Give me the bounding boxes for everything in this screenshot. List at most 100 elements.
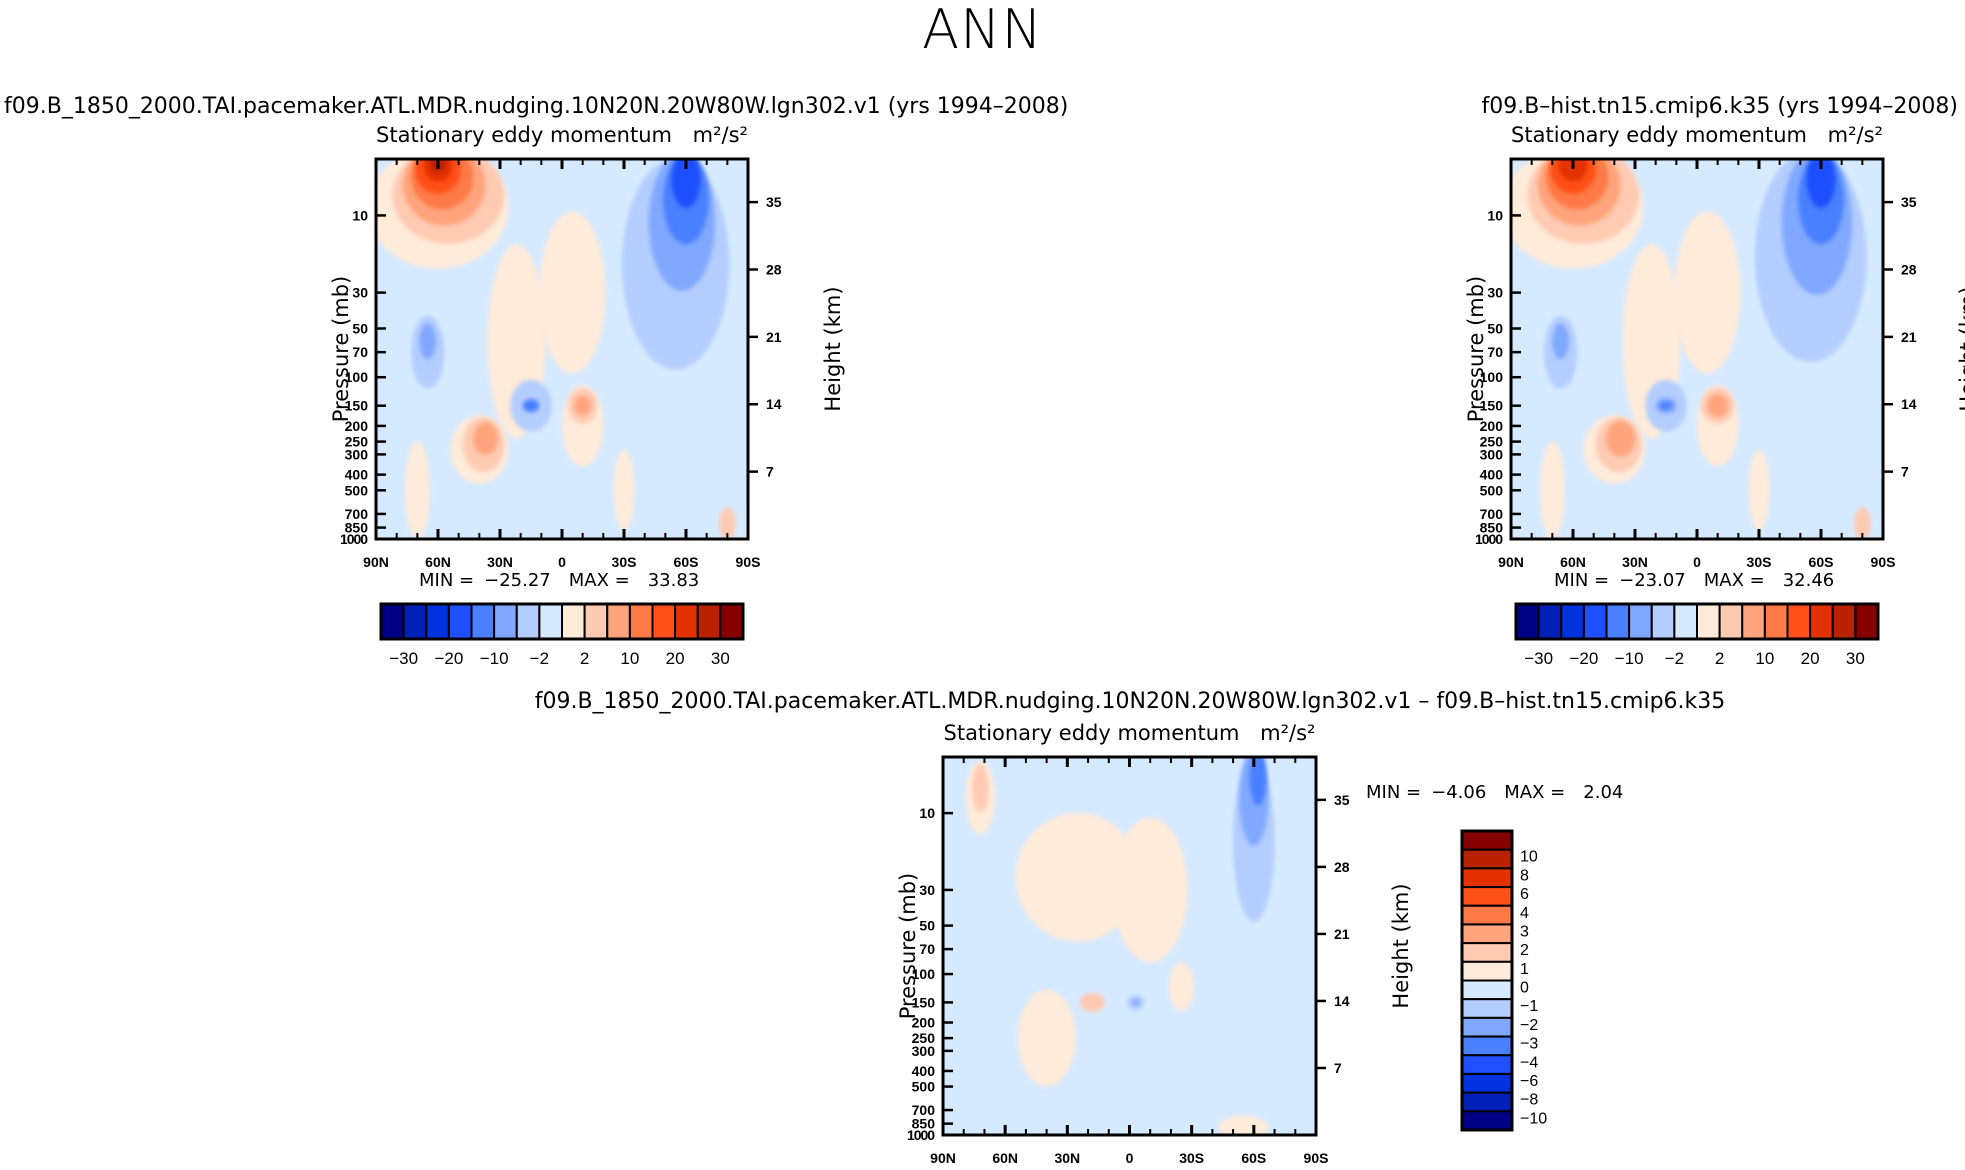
colorbar-label: −2 (530, 649, 549, 668)
min-label: MIN = (1554, 570, 1610, 591)
max-value: 33.83 (647, 570, 700, 591)
contour-plot: 90N 60N 30N 0 30S 60S 90S103050701001502002503… (340, 157, 782, 570)
colorbar-frame (1514, 602, 1880, 641)
colorbar-swatch (1461, 960, 1513, 982)
min-label: MIN = (1366, 782, 1422, 803)
y-tick-label: 400 (1480, 467, 1504, 483)
colorbar-swatch (470, 603, 496, 640)
colorbar-swatch (425, 603, 450, 640)
y2-tick-label: 28 (766, 261, 782, 277)
y2-tick-label: 21 (1901, 329, 1917, 345)
colorbar-swatch (606, 603, 631, 640)
colorbar-label: −10 (1520, 1110, 1547, 1127)
y-tick-label: 500 (345, 482, 369, 498)
colorbar-swatch (538, 603, 563, 640)
contour-region (1079, 992, 1105, 1013)
y2-tick-label: 28 (1901, 261, 1917, 277)
y-tick-label: 1000 (340, 531, 368, 547)
y-tick-label: 850 (345, 520, 369, 536)
contour-region (1539, 441, 1565, 539)
max-label: MAX = (568, 570, 630, 591)
y2-tick-label: 7 (1334, 1060, 1342, 1076)
x-tick-label: 30N (487, 554, 513, 570)
x-tick-label: 0 (1693, 554, 1701, 570)
colorbar-swatch (1696, 603, 1721, 640)
x-tick-label: 30S (1747, 554, 1772, 570)
colorbar-swatch (1560, 603, 1585, 640)
y-tick-label: 50 (1487, 321, 1503, 337)
colorbar-swatch (1831, 603, 1857, 640)
y2-tick-label: 14 (1901, 396, 1917, 412)
contour-region (1659, 401, 1673, 410)
contour-region (1249, 757, 1267, 806)
colorbar-label: 4 (1520, 905, 1529, 922)
contour-region (1674, 211, 1741, 374)
colorbar-label: 1 (1520, 961, 1529, 978)
colorbar-swatch (1461, 979, 1513, 1001)
colorbar-svg: −30 −20 −10 −2 2 10 20 30 (379, 602, 745, 668)
contour-plot: 90N 60N 30N 0 30S 60S 90S103050701001502002503… (907, 755, 1350, 1166)
x-tick-label: 90N (1498, 554, 1524, 570)
colorbar-swatch (651, 603, 677, 640)
colorbar-label: −4 (1520, 1054, 1538, 1071)
contour-region (1558, 159, 1588, 182)
y2-tick-label: 14 (766, 396, 782, 412)
colorbar-swatch (380, 603, 405, 640)
panel-3-colorbar: 10 8 6 4 3 2 1 0 −1 −2 −3 −4 −6 −8 −10 (1460, 829, 1547, 1132)
plot-title: Stationary eddy momentum m²/s² (944, 721, 1316, 745)
colorbar-label: −30 (1524, 649, 1553, 668)
y-tick-label: 100 (345, 369, 369, 385)
plot-title-text: Stationary eddy momentum (1511, 123, 1807, 147)
colorbar-label: −6 (1520, 1073, 1538, 1090)
y-tick-label: 400 (912, 1063, 936, 1079)
contour-region (1854, 507, 1871, 539)
y-tick-label: 150 (912, 994, 936, 1010)
contour-region (1748, 449, 1770, 531)
x-tick-label: 0 (1126, 1150, 1134, 1166)
y-tick-label: 700 (345, 506, 369, 522)
y-tick-label: 100 (912, 966, 936, 982)
colorbar-label: −20 (1569, 649, 1598, 668)
colorbar-swatch (1741, 603, 1766, 640)
y-tick-label: 150 (345, 398, 369, 414)
colorbar-label: 2 (1715, 649, 1724, 668)
max-label: MAX = (1703, 570, 1765, 591)
y-tick-label: 250 (1480, 434, 1504, 450)
y-tick-label: 10 (352, 207, 368, 223)
x-tick-label: 60S (674, 554, 699, 570)
x-tick-label: 30N (1054, 1150, 1080, 1166)
colorbar-swatch (1605, 603, 1631, 640)
colorbar-swatch (674, 603, 699, 640)
y2-axis-label: Height (km) (1956, 286, 1965, 412)
y2-axis-label: Height (km) (1389, 883, 1413, 1009)
contour-plot: 90N 60N 30N 0 30S 60S 90S103050701001502002503… (1475, 157, 1917, 570)
x-tick-label: 60N (992, 1150, 1018, 1166)
x-tick-label: 90S (1304, 1150, 1329, 1166)
x-tick-label: 60N (1560, 554, 1586, 570)
figure-title: ANN (922, 0, 1043, 61)
colorbar-label: 10 (1755, 649, 1774, 668)
y-tick-label: 400 (345, 467, 369, 483)
colorbar-swatch (1763, 603, 1789, 640)
panel-1-minmax: MIN = −25.27 MAX = 33.83 (419, 570, 709, 591)
colorbar-label: −1 (1520, 998, 1538, 1015)
colorbar-label: 30 (711, 649, 730, 668)
colorbar-label: −30 (389, 649, 418, 668)
max-label: MAX = (1504, 782, 1566, 803)
y-tick-label: 250 (345, 434, 369, 450)
colorbar-swatch (1461, 942, 1513, 963)
x-tick-label: 90S (1871, 554, 1896, 570)
max-value: 32.46 (1782, 570, 1835, 591)
y-tick-label: 700 (912, 1102, 936, 1118)
panel-1-colorbar: −30 −20 −10 −2 2 10 20 30 (379, 602, 745, 668)
y-tick-label: 200 (1480, 418, 1504, 434)
colorbar-swatch (1461, 830, 1513, 851)
colorbar-swatch (1461, 1054, 1513, 1075)
colorbar-swatch (561, 603, 586, 640)
colorbar-label: −20 (434, 649, 463, 668)
colorbar-swatch (1461, 886, 1513, 907)
y-tick-label: 500 (1480, 482, 1504, 498)
y-tick-label: 70 (919, 941, 935, 957)
panel-2-subtitle: f09.B–hist.tn15.cmip6.k35 (yrs 1994–2008… (1481, 94, 1958, 119)
y-tick-label: 10 (919, 805, 935, 821)
